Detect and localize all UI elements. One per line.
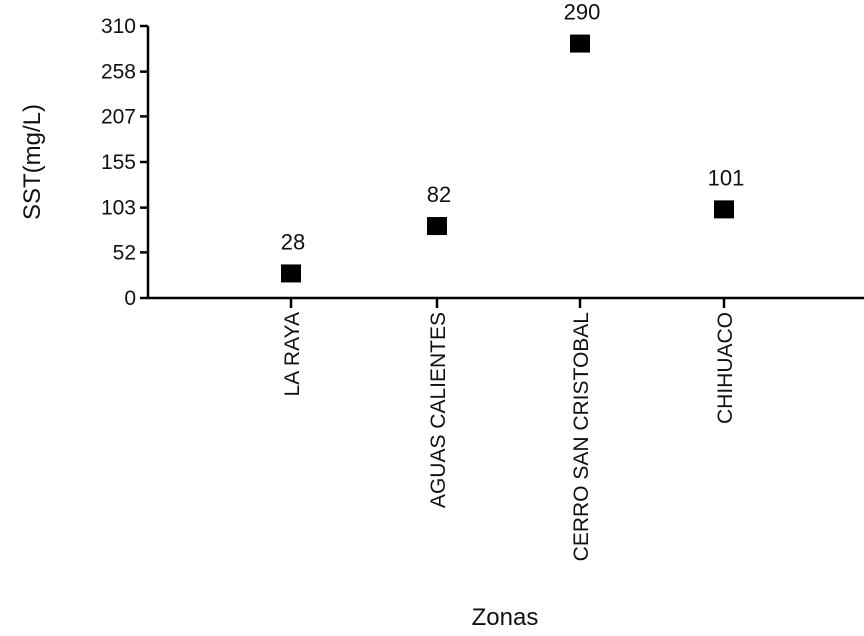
x-category-label: AGUAS CALIENTES — [427, 312, 450, 508]
y-tick-label: 207 — [101, 105, 136, 128]
x-category-label: CHIHUACO — [714, 312, 737, 424]
data-points: 28 82 290 101 — [281, 0, 745, 283]
y-axis-title: SST(mg/L) — [19, 104, 46, 220]
data-label: 82 — [427, 182, 451, 207]
data-label: 101 — [708, 165, 745, 190]
data-label: 28 — [281, 229, 305, 254]
data-point — [281, 264, 301, 283]
y-tick-label: 52 — [113, 241, 136, 264]
x-category-label: CERRO SAN CRISTOBAL — [570, 312, 593, 561]
y-tick-label: 258 — [101, 61, 136, 84]
data-label: 290 — [564, 0, 601, 25]
x-category-label: LA RAYA — [281, 312, 304, 396]
y-tick-label: 0 — [124, 287, 136, 310]
y-tick-label: 310 — [101, 15, 136, 38]
data-point — [427, 217, 447, 236]
x-axis-title: Zonas — [472, 604, 539, 631]
y-tick-label: 155 — [101, 151, 136, 174]
data-point — [570, 34, 590, 53]
x-axis: LA RAYA AGUAS CALIENTES CERRO SAN CRISTOBA… — [148, 296, 864, 561]
data-point — [714, 200, 734, 219]
y-tick-label: 103 — [101, 197, 136, 220]
y-axis: 0 52 103 155 207 258 310 — [101, 15, 150, 310]
